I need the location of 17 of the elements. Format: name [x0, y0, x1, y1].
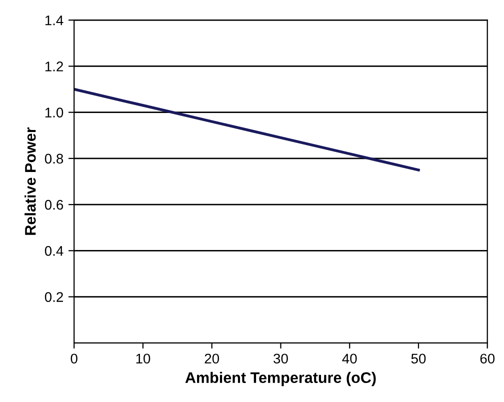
x-tick-label: 50: [411, 354, 426, 364]
x-tick-label: 40: [342, 354, 357, 364]
x-tick-label: 0: [70, 354, 78, 364]
y-tick-label: 1.0: [45, 108, 64, 118]
x-tick-label: 20: [204, 354, 220, 364]
y-tick-label: 0.2: [44, 292, 63, 302]
x-axis-title: Ambient Temperature (oC): [185, 372, 376, 386]
x-tick-label: 10: [136, 354, 150, 364]
line-series: [74, 88, 420, 172]
y-axis-title: Relative Power: [24, 127, 36, 235]
y-tick-label: 0.6: [44, 200, 64, 210]
y-tick-label: 1.2: [45, 62, 63, 72]
x-tick-label: 30: [274, 354, 288, 364]
x-tick-label: 60: [480, 354, 495, 364]
y-tick-label: 0.8: [44, 154, 64, 164]
y-tick-label: 1.4: [45, 16, 64, 26]
y-tick-label: 0.4: [44, 246, 64, 256]
